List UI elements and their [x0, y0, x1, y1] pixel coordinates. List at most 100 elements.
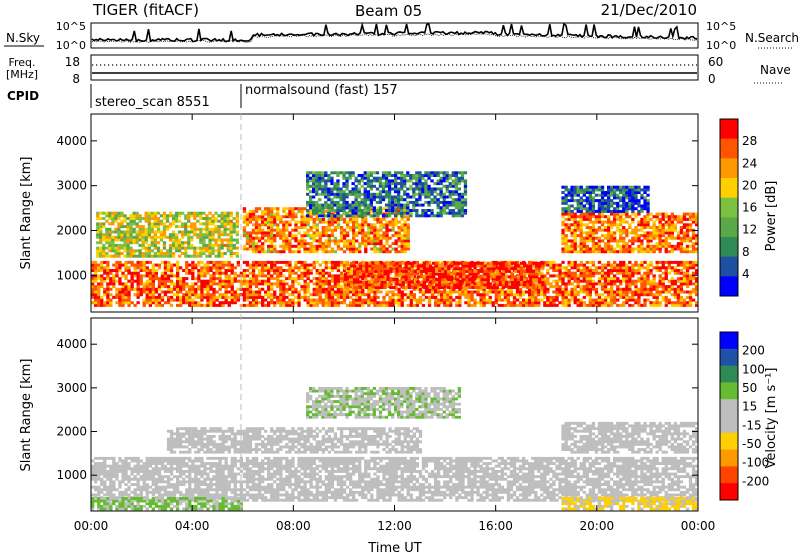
cell-3: [508, 267, 511, 270]
cell-2: [267, 231, 270, 234]
cell-3: [462, 262, 465, 265]
cell-0: [176, 266, 179, 269]
cell-0: [467, 296, 470, 299]
cell-0: [589, 261, 592, 264]
cell-4: [345, 206, 348, 209]
cell-0: [692, 277, 695, 280]
cell-3: [478, 281, 481, 284]
cell-3: [453, 286, 456, 289]
cell-0: [279, 301, 282, 304]
cell-3: [347, 273, 350, 276]
cell-4: [385, 196, 388, 199]
cell-2: [276, 207, 279, 210]
cell-0: [252, 291, 255, 294]
cell-1: [102, 212, 105, 215]
cell-0: [252, 277, 255, 280]
noise-left-tick-bottom: 10^0: [56, 39, 86, 52]
cell-4: [355, 198, 358, 201]
cell-4: [330, 201, 333, 204]
cell-0: [419, 288, 422, 291]
cell-3: [353, 275, 356, 278]
cell-0: [343, 299, 346, 302]
cell-0: [352, 299, 355, 302]
cell-0: [665, 277, 668, 280]
cell-1: [230, 236, 233, 239]
cell-0: [118, 282, 121, 285]
cell-1: [145, 233, 148, 236]
cell-1: [208, 220, 211, 223]
cell-0: [640, 280, 643, 283]
cell-2: [279, 215, 282, 218]
cell-0: [103, 293, 106, 296]
cell-1: [120, 233, 123, 236]
cell-0: [106, 285, 109, 288]
cell-4: [324, 196, 327, 199]
cell-3: [453, 281, 456, 284]
cell-0: [185, 266, 188, 269]
cell-3: [529, 273, 532, 276]
cell-2: [300, 221, 303, 224]
cell-0: [589, 288, 592, 291]
cell-0: [692, 266, 695, 269]
cell-2: [352, 229, 355, 232]
cell-0: [325, 277, 328, 280]
cell-0: [586, 277, 589, 280]
cell-0: [522, 293, 525, 296]
cell-0: [540, 293, 543, 296]
cell-0: [392, 291, 395, 294]
cell-1: [169, 233, 172, 236]
cell-4: [464, 185, 467, 188]
cell-0: [434, 291, 437, 294]
cell-1: [108, 236, 111, 239]
cell-3: [520, 273, 523, 276]
cell-1: [172, 252, 175, 255]
cell-0: [313, 304, 316, 307]
cell-2: [249, 210, 252, 213]
cell-0: [100, 274, 103, 277]
cell-2: [376, 248, 379, 251]
cell-0: [212, 277, 215, 280]
cell-3: [508, 275, 511, 278]
cell-1: [117, 244, 120, 247]
cell-4: [385, 171, 388, 174]
cell-0: [167, 285, 170, 288]
cell-4: [394, 201, 397, 204]
cell-0: [674, 280, 677, 283]
cell-2: [385, 223, 388, 226]
cell-0: [319, 272, 322, 275]
cell-0: [270, 266, 273, 269]
cell-3: [444, 262, 447, 265]
cell-2: [343, 231, 346, 234]
cell-1: [123, 231, 126, 234]
cell-3: [493, 283, 496, 286]
cell-0: [464, 293, 467, 296]
cell-0: [146, 301, 149, 304]
cell-0: [367, 291, 370, 294]
cell-2: [331, 218, 334, 221]
cell-0: [392, 296, 395, 299]
cell-0: [246, 288, 249, 291]
freq-left-tick-bottom: 8: [72, 72, 80, 86]
cell-0: [552, 296, 555, 299]
cell-4: [424, 190, 427, 193]
cell-4: [312, 188, 315, 191]
cell-0: [555, 282, 558, 285]
cell-0: [610, 266, 613, 269]
cell-0: [586, 282, 589, 285]
cell-3: [465, 275, 468, 278]
cell-0: [543, 301, 546, 304]
cell-0: [109, 269, 112, 272]
cell-0: [504, 293, 507, 296]
cell-0: [631, 282, 634, 285]
cell-4: [321, 177, 324, 180]
cell-4: [342, 177, 345, 180]
cell-2: [407, 245, 410, 248]
cell-4: [461, 212, 464, 215]
cell-4: [312, 206, 315, 209]
cell-4: [421, 185, 424, 188]
cell-4: [443, 198, 446, 201]
cell-0: [568, 282, 571, 285]
cell-4: [327, 188, 330, 191]
cell-0: [483, 304, 486, 307]
cell-3: [471, 286, 474, 289]
